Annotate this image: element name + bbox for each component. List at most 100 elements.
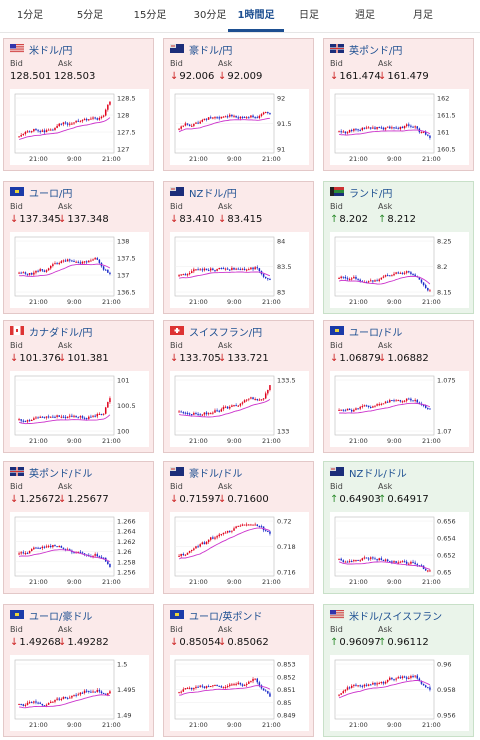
currency-card[interactable]: NZドル/ドル Bid Ask ↑0.64903 ↑0.64917 0.656 0…: [323, 461, 474, 594]
currency-card[interactable]: 豪ドル/円 Bid Ask ↓92.006 ↓92.009 92 91.5 91 21…: [163, 38, 314, 171]
pair-name[interactable]: ユーロ/豪ドル: [29, 612, 93, 623]
currency-card[interactable]: NZドル/円 Bid Ask ↓83.410 ↓83.415 84 83.5 83 2…: [163, 181, 314, 314]
candle-body: [33, 272, 35, 275]
price-chart[interactable]: 1.075 1.07 21:00 9:00 21:00: [330, 371, 469, 447]
tab-1min[interactable]: 1分足: [16, 10, 44, 21]
candle-body: [180, 691, 182, 693]
candle-body: [199, 544, 201, 547]
candle-body: [182, 689, 185, 692]
tab-weekly[interactable]: 週足: [355, 10, 375, 21]
price-chart[interactable]: 0.96 0.958 0.956 21:00 9:00 21:00: [330, 655, 469, 731]
tab-30min[interactable]: 30分足: [193, 10, 227, 21]
pair-name[interactable]: 英ポンド/ドル: [29, 469, 93, 480]
pair-name[interactable]: スイスフラン/円: [189, 328, 263, 339]
candle-body: [180, 553, 182, 556]
candle-body: [214, 117, 216, 119]
candle-body: [77, 417, 79, 419]
candle-body: [88, 260, 90, 263]
candle-body: [408, 271, 410, 273]
candle-body: [235, 526, 237, 529]
pair-name[interactable]: 豪ドル/円: [189, 46, 233, 57]
pair-name[interactable]: ランド/円: [349, 189, 393, 200]
candle-body: [233, 115, 235, 117]
bid-value: ↓92.006: [170, 71, 214, 82]
pair-name[interactable]: 米ドル/円: [29, 46, 73, 57]
pair-name[interactable]: ユーロ/英ポンド: [189, 612, 263, 623]
pair-name[interactable]: カナダドル/円: [29, 328, 93, 339]
tab-daily[interactable]: 日足: [299, 10, 319, 21]
currency-card[interactable]: ユーロ/円 Bid Ask ↓137.345 ↓137.348 138 137.5…: [3, 181, 154, 314]
currency-card[interactable]: ユーロ/ドル Bid Ask ↓1.06879 ↓1.06882 1.075 1.…: [323, 320, 474, 453]
y-tick-label: 0.96: [437, 661, 451, 669]
candle-body: [22, 552, 25, 554]
currency-card[interactable]: 豪ドル/ドル Bid Ask ↓0.71597 ↓0.71600 0.72 0.7…: [163, 461, 314, 594]
x-tick-label: 21:00: [102, 578, 121, 586]
candle-body: [340, 131, 342, 133]
currency-card[interactable]: ユーロ/豪ドル Bid Ask ↓1.49268 ↓1.49282 1.5 1.4…: [3, 604, 154, 737]
price-chart[interactable]: 133.5 133 21:00 9:00 21:00: [170, 371, 309, 447]
candle-body: [384, 559, 387, 561]
price-chart[interactable]: 1.5 1.495 1.49 21:00 9:00 21:00: [10, 655, 149, 731]
price-chart[interactable]: 101 100.5 100 21:00 9:00 21:00: [10, 371, 149, 447]
tab-1hour[interactable]: 1時間足: [228, 0, 284, 32]
currency-card[interactable]: 米ドル/スイスフラン Bid Ask ↑0.96097 ↑0.96112 0.9…: [323, 604, 474, 737]
tab-5min[interactable]: 5分足: [76, 10, 104, 21]
pair-name[interactable]: ユーロ/円: [29, 189, 73, 200]
candle-body: [47, 268, 50, 271]
price-chart[interactable]: 0.72 0.718 0.716 21:00 9:00 21:00: [170, 512, 309, 588]
candle-body: [54, 127, 56, 130]
candle-body: [94, 691, 96, 693]
price-chart[interactable]: 84 83.5 83 21:00 9:00 21:00: [170, 232, 309, 308]
candle-body: [427, 288, 429, 291]
candle-body: [405, 398, 408, 401]
bid-price: 8.202: [339, 214, 369, 225]
y-tick-label: 83.5: [277, 263, 291, 271]
pair-name[interactable]: 英ポンド/円: [349, 46, 403, 57]
candle-body: [382, 276, 385, 278]
currency-card[interactable]: 英ポンド/円 Bid Ask ↓161.474 ↓161.479 162 161.…: [323, 38, 474, 171]
price-chart[interactable]: 1.266 1.264 1.262 1.26 1.258 1.256 21:00 9:00 21…: [10, 512, 149, 588]
x-tick-label: 21:00: [349, 578, 368, 586]
price-chart[interactable]: 162 161.5 161 160.5 21:00 9:00 21:00: [330, 89, 469, 165]
candle-body: [83, 118, 86, 121]
tab-monthly[interactable]: 月足: [413, 10, 433, 21]
price-chart[interactable]: 138 137.5 137 136.5 21:00 9:00 21:00: [10, 232, 149, 308]
candle-body: [81, 692, 84, 694]
price-chart[interactable]: 0.853 0.852 0.851 0.85 0.849 21:00 9:00 21:00: [170, 655, 309, 731]
currency-card[interactable]: スイスフラン/円 Bid Ask ↓133.705 ↓133.721 133.5…: [163, 320, 314, 453]
pair-name[interactable]: ユーロ/ドル: [349, 328, 403, 339]
candle-body: [56, 263, 58, 265]
currency-card[interactable]: ユーロ/英ポンド Bid Ask ↓0.85054 ↓0.85062 0.853…: [163, 604, 314, 737]
candle-body: [226, 406, 229, 409]
currency-card[interactable]: 英ポンド/ドル Bid Ask ↓1.25672 ↓1.25677 1.266 1…: [3, 461, 154, 594]
price-chart[interactable]: 8.25 8.2 8.15 21:00 9:00 21:00: [330, 232, 469, 308]
candle-body: [178, 692, 180, 694]
tab-15min[interactable]: 15分足: [133, 10, 167, 21]
bid-price: 0.64903: [339, 494, 381, 505]
candle-body: [45, 704, 48, 706]
candle-body: [186, 274, 189, 276]
pair-name[interactable]: 豪ドル/ドル: [189, 469, 243, 480]
bid-price: 0.96097: [339, 637, 381, 648]
x-tick-label: 9:00: [67, 721, 82, 729]
price-chart[interactable]: 128.5 128 127.5 127 21:00 9:00 21:00: [10, 89, 149, 165]
currency-card[interactable]: カナダドル/円 Bid Ask ↓101.376 ↓101.381 101 100…: [3, 320, 154, 453]
candle-body: [195, 122, 197, 124]
pair-name[interactable]: NZドル/ドル: [349, 469, 407, 480]
bid-value: ↓1.25672: [10, 494, 61, 505]
price-chart[interactable]: 0.656 0.654 0.652 0.65 21:00 9:00 21:00: [330, 512, 469, 588]
pair-name[interactable]: 米ドル/スイスフラン: [349, 612, 443, 623]
currency-card[interactable]: ランド/円 Bid Ask ↑8.202 ↑8.212 8.25 8.2 8.15 2…: [323, 181, 474, 314]
price-chart[interactable]: 92 91.5 91 21:00 9:00 21:00: [170, 89, 309, 165]
candle-body: [60, 416, 63, 418]
pair-name[interactable]: NZドル/円: [189, 189, 237, 200]
ask-price: 161.479: [387, 71, 429, 82]
currency-card[interactable]: 米ドル/円 Bid Ask 128.501 128.503 128.5 128 12…: [3, 38, 154, 171]
candle-body: [412, 561, 414, 563]
candle-body: [207, 413, 210, 415]
candle-body: [254, 267, 256, 270]
y-tick-label: 1.266: [117, 518, 136, 526]
candle-body: [37, 270, 39, 272]
candle-body: [195, 413, 197, 415]
candle-body: [24, 704, 27, 706]
